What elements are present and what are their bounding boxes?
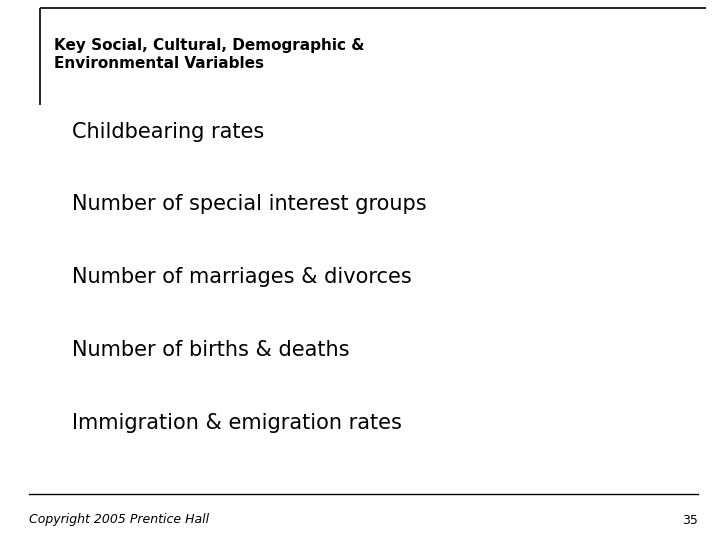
Text: 35: 35 bbox=[683, 514, 698, 526]
Text: Number of births & deaths: Number of births & deaths bbox=[72, 340, 349, 360]
Text: Childbearing rates: Childbearing rates bbox=[72, 122, 264, 141]
Text: Number of special interest groups: Number of special interest groups bbox=[72, 194, 427, 214]
Text: Immigration & emigration rates: Immigration & emigration rates bbox=[72, 413, 402, 433]
Text: Number of marriages & divorces: Number of marriages & divorces bbox=[72, 267, 412, 287]
Text: Key Social, Cultural, Demographic &
Environmental Variables: Key Social, Cultural, Demographic & Envi… bbox=[54, 38, 364, 71]
Text: Copyright 2005 Prentice Hall: Copyright 2005 Prentice Hall bbox=[29, 514, 209, 526]
